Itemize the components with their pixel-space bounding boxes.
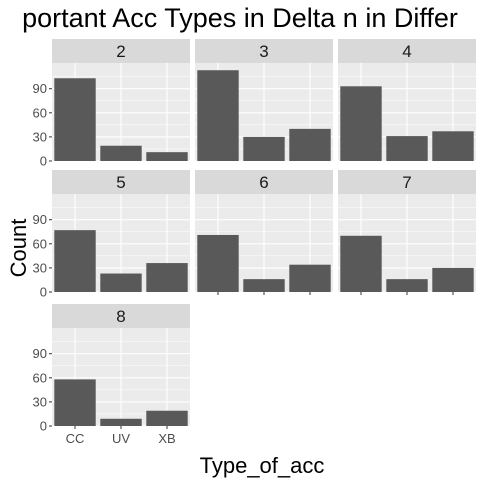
y-tick-label: 60	[33, 105, 47, 120]
facet-strip	[195, 39, 333, 63]
bar-5-XB	[146, 263, 188, 292]
facet-strip	[338, 170, 476, 194]
y-tick-label: 30	[33, 394, 47, 409]
y-tick-label: 60	[33, 370, 47, 385]
y-tick-label: 0	[40, 419, 47, 434]
y-tick-label: 90	[33, 346, 47, 361]
bar-7-CC	[340, 235, 382, 292]
bar-5-CC	[54, 230, 96, 292]
y-tick-label: 0	[40, 154, 47, 169]
y-tick-label: 0	[40, 285, 47, 300]
x-tick-label: XB	[158, 431, 175, 446]
bar-6-CC	[197, 234, 239, 292]
facet-panel-7: 7	[338, 170, 476, 295]
bar-8-CC	[54, 379, 96, 426]
y-tick-label: 60	[33, 236, 47, 251]
bar-5-UV	[100, 273, 142, 292]
x-tick-label: CC	[66, 431, 85, 446]
facet-panel-8: 8 0 30 60 90 CC UV XB	[33, 304, 190, 446]
bar-8-UV	[100, 418, 142, 426]
bar-6-XB	[289, 264, 331, 292]
facet-strip	[52, 170, 190, 194]
facet-strip-label: 6	[259, 173, 268, 192]
x-tick-label: UV	[112, 431, 130, 446]
y-axis-label: Count	[6, 219, 31, 278]
bar-8-XB	[146, 410, 188, 426]
bar-2-CC	[54, 78, 96, 161]
bar-3-XB	[289, 128, 331, 161]
bar-7-UV	[386, 279, 428, 292]
facet-panel-4: 4	[338, 39, 476, 162]
bar-3-UV	[243, 136, 285, 161]
bar-6-UV	[243, 279, 285, 292]
y-tick-label: 30	[33, 129, 47, 144]
facet-strip	[52, 304, 190, 328]
y-tick-label: 30	[33, 260, 47, 275]
facet-panel-6: 6	[195, 170, 333, 295]
facet-strip	[338, 39, 476, 63]
bar-4-CC	[340, 86, 382, 161]
chart-title: portant Acc Types in Delta n in Differ	[22, 3, 458, 33]
facet-strip-label: 3	[259, 42, 268, 61]
bar-4-UV	[386, 136, 428, 161]
bar-4-XB	[432, 131, 474, 161]
facet-panel-2: 2 0 30 60 90	[33, 39, 190, 169]
facet-panel-3: 3	[195, 39, 333, 162]
bar-2-XB	[146, 152, 188, 161]
y-tick-label: 90	[33, 212, 47, 227]
facet-panel-5: 5 0 30 60 90	[33, 170, 190, 300]
facet-strip	[52, 39, 190, 63]
bar-2-UV	[100, 145, 142, 161]
bar-3-CC	[197, 70, 239, 161]
facet-panels: 2 0 30 60 90 3 4 5 0 30 60 90 6 7 8 0 30 60 90 CC UV XB	[33, 39, 476, 446]
y-tick-label: 90	[33, 81, 47, 96]
bar-7-XB	[432, 267, 474, 292]
x-axis-label: Type_of_acc	[200, 453, 325, 478]
facet-strip-label: 2	[116, 42, 125, 61]
facet-strip-label: 5	[116, 173, 125, 192]
facet-strip-label: 8	[116, 307, 125, 326]
facet-strip-label: 7	[402, 173, 411, 192]
facet-strip	[195, 170, 333, 194]
facet-strip-label: 4	[402, 42, 411, 61]
